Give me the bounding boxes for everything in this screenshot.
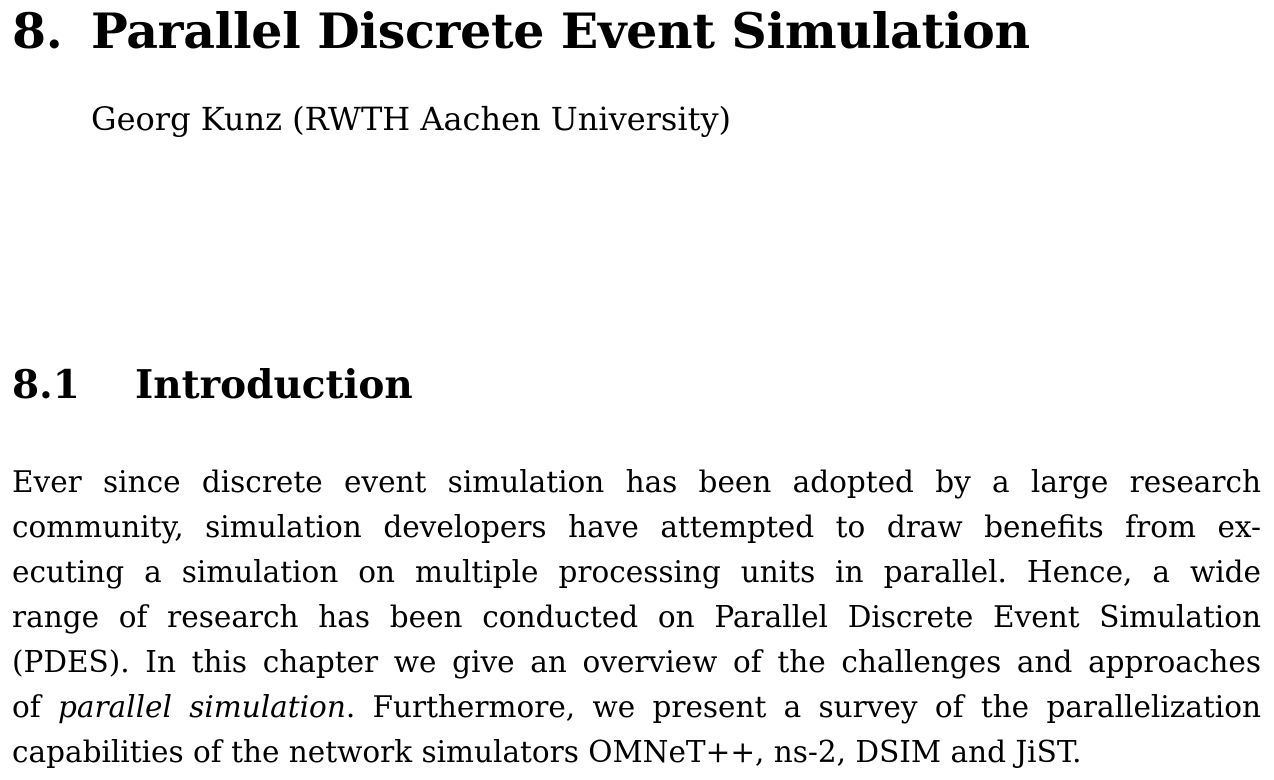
section-title: Introduction [135, 362, 413, 408]
section-heading: 8.1 Introduction [12, 360, 413, 410]
intro-paragraph: Ever since discrete event simulation has… [12, 460, 1261, 775]
line-suffix: . Furthermore, we present a survey of th… [345, 690, 1261, 724]
paragraph-line: (PDES). In this chapter we give an overv… [12, 645, 1261, 679]
section-number: 8.1 [12, 362, 80, 408]
paragraph-line: of parallel simulation. Furthermore, we … [12, 685, 1261, 730]
chapter-title: Parallel Discrete Event Simulation [91, 2, 1030, 60]
paragraph-line: ecuting a simulation on multiple process… [12, 555, 1261, 589]
paragraph-line: capabilities of the network simulators O… [12, 735, 1082, 769]
chapter-number: 8. [12, 2, 63, 60]
paragraph-line: Ever since discrete event simulation has… [12, 465, 1261, 499]
paragraph-line: community, simulation developers have at… [12, 510, 1261, 544]
paragraph-line: range of research has been conducted on … [12, 600, 1261, 634]
chapter-heading: 8. Parallel Discrete Event Simulation [12, 2, 1030, 60]
line-prefix: of [12, 690, 41, 724]
author-line: Georg Kunz (RWTH Aachen University) [91, 100, 731, 138]
emphasized-term: parallel simulation [57, 690, 346, 724]
